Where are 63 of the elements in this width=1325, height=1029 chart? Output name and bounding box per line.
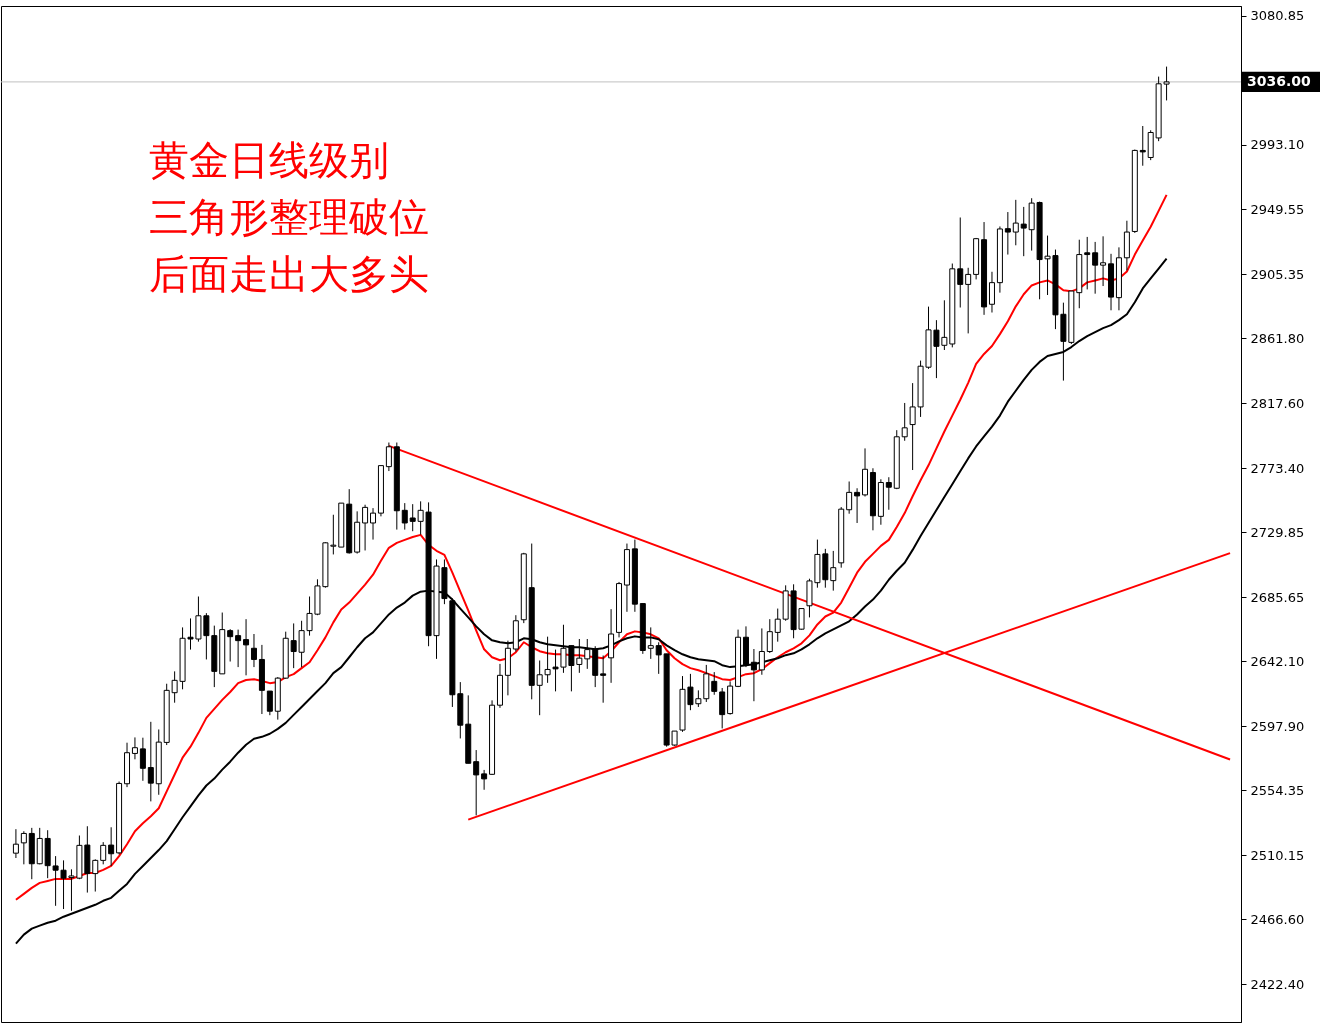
annotation: 黄金日线级别: [149, 137, 389, 183]
y-tick-label: 2466.60: [1250, 911, 1305, 927]
candlestick: [20, 830, 27, 865]
candlestick: [1084, 236, 1091, 290]
candlestick: [901, 402, 908, 442]
candlestick: [854, 487, 861, 524]
candlestick: [227, 628, 234, 663]
candlestick: [385, 442, 392, 472]
candlestick: [750, 648, 757, 702]
candlestick: [370, 507, 377, 541]
candlestick: [600, 654, 607, 704]
candlestick: [608, 608, 615, 684]
candlestick: [1004, 211, 1011, 256]
y-tick-label: 3080.85: [1250, 8, 1305, 24]
candlestick: [243, 618, 250, 676]
candlestick: [473, 749, 480, 816]
y-tick-label: 2597.90: [1250, 718, 1305, 734]
y-tick-label: 2773.40: [1250, 460, 1305, 476]
candlestick: [1020, 206, 1027, 257]
candlestick: [766, 618, 773, 654]
candlestick: [957, 217, 964, 309]
annotation: 后面走出大多头: [149, 251, 429, 297]
y-tick-label: 2554.35: [1250, 782, 1305, 798]
candlestick: [1100, 235, 1107, 287]
candlestick: [139, 737, 146, 782]
ref-line-label: 3036.00: [1247, 72, 1312, 89]
candlestick: [147, 721, 154, 802]
y-tick-label: 2510.15: [1250, 847, 1305, 863]
annotation: 三角形整理破位: [149, 194, 429, 240]
candlestick: [235, 629, 242, 668]
candlestick: [92, 858, 99, 893]
y-tick-label: 2729.85: [1250, 524, 1305, 540]
candlestick: [711, 671, 718, 696]
y-tick-label: 2905.35: [1250, 266, 1305, 282]
candlestick: [647, 626, 654, 660]
candlestick: [830, 550, 837, 592]
y-tick-label: 2817.60: [1250, 395, 1305, 411]
candlestick: [362, 504, 369, 551]
candlestick: [846, 481, 853, 515]
candlestick: [988, 271, 995, 314]
candlestick: [584, 638, 591, 670]
candlestick: [774, 608, 781, 643]
candlestick: [1092, 241, 1099, 295]
candlestick: [481, 769, 488, 791]
candlestick: [131, 736, 138, 760]
y-tick-label: 2861.80: [1250, 330, 1305, 346]
candlestick: [100, 841, 107, 865]
candlestick: [885, 476, 892, 511]
candlestick: [1139, 125, 1146, 167]
candlestick: [1012, 199, 1019, 246]
candlestick: [12, 828, 19, 859]
candlestick: [266, 690, 273, 716]
y-tick-label: 2642.10: [1250, 653, 1305, 669]
y-tick-label: 2949.55: [1250, 201, 1305, 217]
candlestick: [719, 687, 726, 729]
y-tick-label: 2685.65: [1250, 589, 1305, 605]
candlestick: [250, 633, 257, 668]
candlestick: [965, 267, 972, 334]
candlestick: [401, 502, 408, 531]
y-tick-label: 2993.10: [1250, 137, 1305, 153]
candlestick: [758, 627, 765, 676]
y-tick-label: 2422.40: [1250, 976, 1305, 992]
candlestick: [108, 826, 115, 867]
